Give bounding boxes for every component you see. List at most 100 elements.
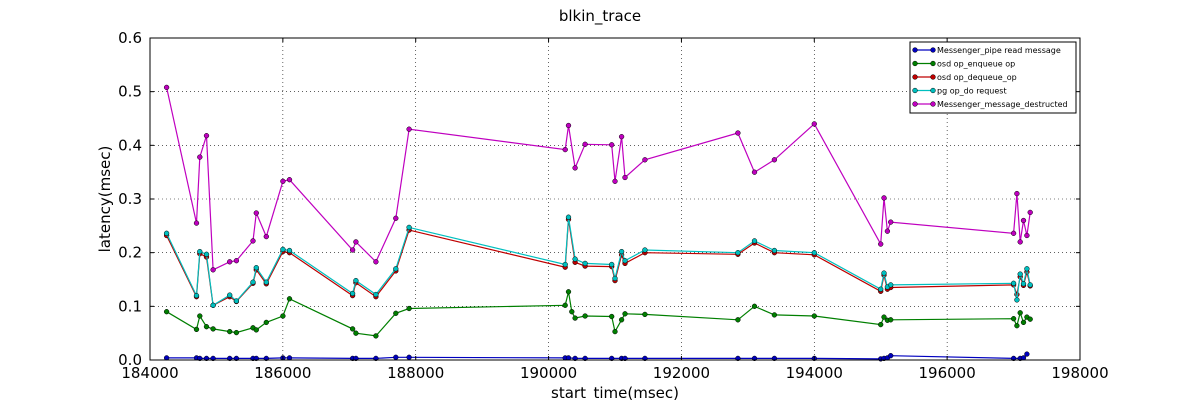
data-point: [582, 141, 588, 147]
data-point: [562, 146, 568, 153]
data-point: [193, 292, 200, 299]
data-point: [612, 275, 618, 282]
data-point: [1027, 209, 1033, 216]
data-point: [203, 251, 210, 257]
data-point: [227, 259, 233, 265]
data-point: [253, 327, 259, 333]
x-tick-label: 194000: [786, 364, 843, 382]
data-point: [622, 174, 628, 181]
legend-label: pg op_do request: [937, 87, 1007, 96]
data-point: [1024, 232, 1030, 239]
data-point: [393, 354, 399, 360]
data-point: [878, 321, 884, 328]
data-point: [572, 165, 578, 171]
legend-box: [909, 41, 1077, 114]
data-point: [163, 84, 170, 91]
data-point: [250, 238, 256, 244]
data-point: [1014, 297, 1020, 303]
data-point: [771, 312, 778, 318]
data-point: [253, 265, 259, 271]
data-point: [1024, 351, 1030, 357]
data-point: [1020, 281, 1027, 287]
data-point: [642, 247, 648, 253]
chart-title: blkin_trace: [559, 7, 641, 26]
y-tick-label: 0.4: [118, 136, 142, 154]
data-point: [193, 326, 200, 333]
legend-label: osd op_dequeue_op: [937, 73, 1017, 82]
data-point: [1014, 323, 1020, 329]
data-point: [193, 220, 200, 226]
data-point: [227, 328, 233, 335]
series-3: [163, 214, 1033, 308]
data-point: [884, 228, 891, 234]
data-point: [406, 224, 412, 231]
series-group: [163, 84, 1033, 362]
data-point: [612, 178, 618, 184]
x-tick-label: 198000: [1051, 364, 1108, 382]
data-point: [263, 233, 269, 240]
data-point: [811, 313, 817, 319]
legend-marker: [912, 74, 918, 80]
data-point: [393, 310, 399, 316]
data-point: [353, 277, 359, 284]
data-point: [1017, 239, 1023, 245]
data-point: [227, 292, 233, 298]
data-point: [280, 178, 286, 184]
series-line: [166, 219, 1031, 307]
legend-label: Messenger_pipe read message: [937, 46, 1061, 55]
data-point: [250, 279, 256, 285]
data-point: [565, 289, 572, 295]
data-point: [373, 259, 379, 265]
data-point: [197, 154, 203, 160]
data-point: [233, 258, 240, 264]
data-point: [582, 260, 588, 267]
data-point: [569, 309, 575, 315]
data-point: [406, 126, 412, 132]
data-point: [751, 238, 758, 244]
data-point: [1010, 230, 1017, 236]
data-point: [280, 246, 286, 253]
x-tick-label: 190000: [520, 364, 577, 382]
data-point: [878, 241, 884, 247]
data-point: [1010, 280, 1017, 286]
data-point: [253, 210, 259, 216]
data-point: [197, 313, 203, 319]
data-point: [349, 247, 356, 253]
data-point: [771, 157, 778, 163]
x-tick-label: 186000: [254, 364, 311, 382]
data-point: [349, 326, 356, 332]
data-point: [888, 317, 894, 323]
data-point: [618, 134, 625, 140]
data-point: [582, 313, 588, 319]
legend-marker: [930, 60, 936, 67]
data-point: [735, 250, 741, 256]
data-point: [210, 302, 216, 308]
data-point: [286, 177, 293, 183]
data-point: [210, 267, 216, 273]
series-line: [166, 217, 1031, 307]
data-point: [163, 309, 170, 315]
data-point: [393, 215, 399, 221]
legend-marker: [912, 101, 918, 107]
legend-marker: [930, 74, 936, 80]
data-point: [609, 142, 615, 148]
data-point: [642, 157, 648, 163]
y-axis-label: latency(msec): [96, 146, 114, 253]
data-point: [572, 315, 578, 321]
data-point: [406, 305, 412, 312]
x-tick-label: 188000: [387, 364, 444, 382]
data-point: [751, 169, 758, 175]
data-point: [286, 296, 293, 302]
data-point: [642, 311, 648, 318]
data-point: [353, 239, 359, 245]
legend-label: osd op_enqueue op: [937, 60, 1015, 69]
data-point: [353, 330, 359, 336]
data-point: [565, 214, 572, 220]
data-point: [233, 298, 240, 304]
data-point: [1024, 266, 1030, 272]
legend: Messenger_pipe read message osd op_enqueu…: [909, 41, 1077, 114]
data-point: [735, 317, 741, 323]
data-point: [1027, 316, 1033, 322]
data-point: [888, 219, 894, 225]
